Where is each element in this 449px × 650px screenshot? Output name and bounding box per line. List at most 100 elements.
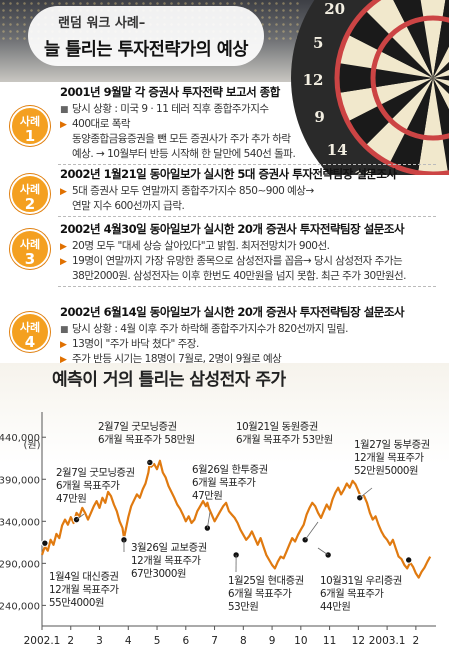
case-line-text: 주가 반등 시기는 18명이 7월로, 2명이 9월로 예상 bbox=[72, 353, 282, 365]
dartboard-segment bbox=[389, 78, 433, 173]
arrow-bullet-icon: ▶ bbox=[60, 120, 67, 130]
x-tick-label: 6 bbox=[182, 635, 189, 647]
forecast-annotation-text: 67만3000원 bbox=[131, 568, 186, 580]
forecast-annotation-text: 1월25일 현대증권 bbox=[228, 575, 304, 587]
dartboard-segment bbox=[433, 78, 449, 87]
y-tick-label: 240,000 bbox=[0, 601, 40, 612]
x-tick-label: 2002.1 bbox=[24, 635, 61, 647]
case-divider bbox=[58, 286, 436, 287]
forecast-annotation-text: 6개월 목표주가 58만원 bbox=[98, 434, 195, 446]
dartboard-segment bbox=[338, 34, 433, 78]
dartboard-segment bbox=[347, 10, 433, 78]
forecast-annotation-text: 6개월 목표주가 53만원 bbox=[236, 434, 333, 446]
dartboard-segment bbox=[365, 78, 433, 164]
forecast-annotation-text: 2월7일 굿모닝증권 bbox=[56, 467, 135, 479]
case-title: 2002년 4월30일 동아일보가 실시한 20개 증권사 투자전략팀장 설문조… bbox=[60, 222, 405, 236]
dartboard-number: 9 bbox=[314, 108, 324, 126]
case-badge: 사례 2 bbox=[10, 174, 50, 214]
case-badge-number: 1 bbox=[24, 127, 36, 145]
annotation-leader-line bbox=[359, 487, 373, 499]
case-line: ▶ 13명이 "주가 바닥 쳤다" 주장. bbox=[60, 336, 199, 351]
forecast-annotation-text: 12개월 목표주가 bbox=[131, 555, 202, 567]
forecast-annotation-text: 10월31일 우리증권 bbox=[320, 575, 402, 587]
forecast-annotation-text: 53만원 bbox=[228, 601, 258, 613]
forecast-annotation-text: 3월26일 교보증권 bbox=[131, 542, 207, 554]
y-axis-unit-label: (원) bbox=[23, 439, 40, 451]
x-tick-label: 2003.1 bbox=[369, 635, 406, 647]
case-line-text: 당시 상황 : 미국 9 · 11 테러 직후 종합주가지수 bbox=[72, 103, 269, 115]
square-bullet-icon: ■ bbox=[60, 325, 69, 335]
x-tick-label: 2 bbox=[67, 635, 74, 647]
stock-price-line bbox=[40, 459, 432, 579]
x-tick-label: 3 bbox=[96, 635, 103, 647]
x-tick-label: 9 bbox=[269, 635, 276, 647]
annotation-leader-line bbox=[76, 513, 85, 520]
x-tick-label: 5 bbox=[154, 635, 161, 647]
y-tick-label: 340,000 bbox=[0, 517, 40, 528]
dartboard-segment bbox=[433, 46, 449, 78]
forecast-annotation-text: 6개월 목표주가 bbox=[192, 477, 256, 489]
case-badge-label: 사례 bbox=[19, 321, 41, 334]
dartboard-segment bbox=[433, 75, 449, 81]
annotation-leader-line bbox=[317, 547, 329, 556]
x-tick-label: 10 bbox=[294, 635, 307, 647]
dartboard-number: 12 bbox=[303, 71, 324, 89]
case-badge: 사례 3 bbox=[10, 229, 50, 269]
forecast-annotation-text: 6개월 목표주가 bbox=[56, 480, 120, 492]
annotation-leader-line bbox=[206, 511, 211, 529]
case-line-text: 400대로 폭락 bbox=[72, 118, 131, 130]
case-line: ▶ 19명이 연말까지 가장 유망한 종목으로 삼성전자를 꼽음→ 당시 삼성전자… bbox=[60, 253, 403, 268]
square-bullet-icon: ■ bbox=[60, 105, 69, 115]
case-divider bbox=[58, 216, 436, 217]
case-line: ▶ 5대 증권사 모두 연말까지 종합주가지수 850∼900 예상→ bbox=[60, 183, 314, 198]
case-line: ■ 당시 상황 : 4월 이후 주가 하락해 종합주가지수가 820선까지 밀림. bbox=[60, 321, 348, 336]
arrow-bullet-icon: ▶ bbox=[60, 242, 67, 252]
case-line-text: 예상. → 10월부터 반등 시작해 한 달만에 540선 돌파. bbox=[72, 148, 296, 160]
arrow-bullet-icon: ▶ bbox=[60, 187, 67, 197]
forecast-annotation-text: 2월7일 굿모닝증권 bbox=[98, 421, 177, 433]
dartboard-segment bbox=[337, 62, 433, 94]
case-line: 38만2000원. 삼성전자는 이후 한번도 40만원을 넘지 못함. 최근 주… bbox=[60, 268, 407, 283]
case-line: 연말 지수 600선까지 급락. bbox=[60, 198, 185, 213]
forecast-annotation-text: 44만원 bbox=[320, 601, 350, 613]
dartboard-number: 11 bbox=[354, 167, 375, 175]
x-tick-label: 12 bbox=[352, 635, 365, 647]
dartboard-segment bbox=[347, 78, 433, 146]
chart-title: 예측이 거의 틀리는 삼성전자 주가 bbox=[52, 370, 286, 390]
case-line-text: 당시 상황 : 4월 이후 주가 하락해 종합주가지수가 820선까지 밀림. bbox=[72, 323, 348, 335]
forecast-point-marker bbox=[404, 556, 413, 564]
case-badge-number: 2 bbox=[24, 195, 36, 213]
forecast-annotation-text: 6월26일 한투증권 bbox=[192, 464, 268, 476]
case-line-text: 13명이 "주가 바닥 쳤다" 주장. bbox=[72, 338, 199, 350]
arrow-bullet-icon: ▶ bbox=[60, 257, 67, 267]
case-line-text: 동양종합금융증권을 뺀 모든 증권사가 주가 추가 하락 bbox=[72, 133, 291, 145]
dartboard-segment bbox=[433, 78, 449, 173]
arrow-bullet-icon: ▶ bbox=[60, 355, 67, 365]
x-tick-label: 8 bbox=[240, 635, 247, 647]
forecast-point-marker bbox=[41, 539, 49, 547]
x-tick-label: 11 bbox=[323, 635, 336, 647]
case-line: ▶ 20명 모두 "대세 상승 살아있다"고 밝힘. 최저전망치가 900선. bbox=[60, 238, 330, 253]
arrow-bullet-icon: ▶ bbox=[60, 340, 67, 350]
case-line: 예상. → 10월부터 반등 시작해 한 달만에 540선 돌파. bbox=[60, 146, 296, 161]
case-line-text: 연말 지수 600선까지 급락. bbox=[72, 200, 185, 212]
header-title: 늘 틀리는 투자전략가의 예상 bbox=[44, 40, 248, 60]
annotation-leader-line bbox=[304, 521, 319, 541]
dartboard-segment bbox=[433, 69, 449, 78]
y-tick-label: 290,000 bbox=[0, 559, 40, 570]
forecast-annotation-text: 1월27일 동부증권 bbox=[354, 439, 430, 451]
forecast-annotation-text: 12개월 목표주가 bbox=[354, 452, 425, 464]
dartboard-triple-ring bbox=[370, 15, 449, 141]
y-tick-label: 440,000 bbox=[0, 433, 40, 444]
case-badge-label: 사례 bbox=[19, 183, 41, 196]
case-line-text: 38만2000원. 삼성전자는 이후 한번도 40만원을 넘지 못함. 최근 주… bbox=[72, 270, 407, 282]
case-badge-label: 사례 bbox=[19, 238, 41, 251]
forecast-annotation-text: 47만원 bbox=[56, 493, 86, 505]
dartboard-segment bbox=[338, 78, 433, 122]
dartboard-double-ring bbox=[334, 0, 449, 175]
forecast-annotation-text: 52만원5000원 bbox=[354, 465, 418, 477]
forecast-annotation-text: 12개월 목표주가 bbox=[49, 584, 120, 596]
forecast-annotation-text: 6개월 목표주가 bbox=[228, 588, 292, 600]
title-bubble bbox=[28, 6, 264, 66]
